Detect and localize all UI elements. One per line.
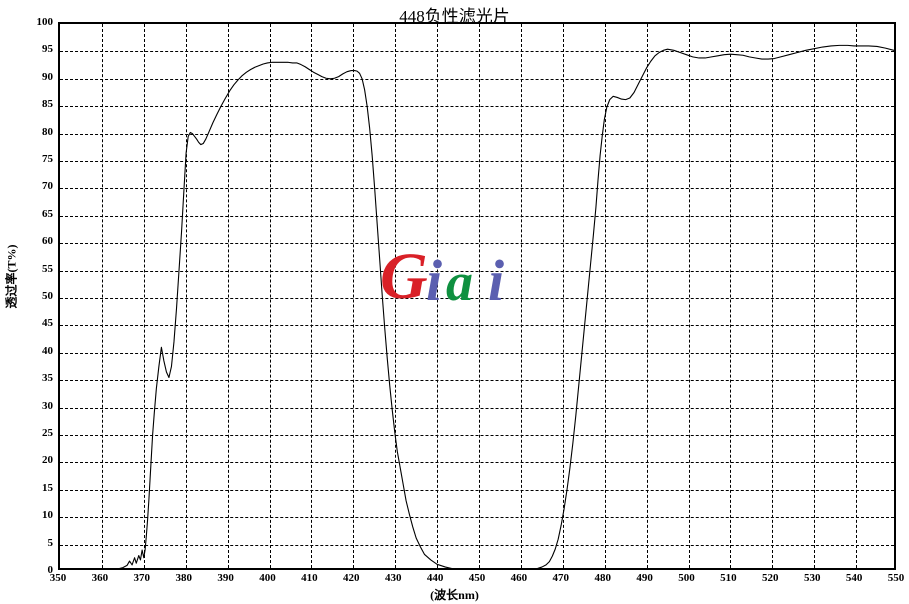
- gridline-horizontal: [60, 325, 894, 327]
- gridline-vertical: [520, 24, 522, 568]
- y-tick-label: 100: [36, 16, 54, 28]
- x-tick-label: 360: [91, 572, 109, 584]
- gridline-vertical: [814, 24, 816, 568]
- gridline-horizontal: [60, 407, 894, 409]
- gridline-vertical: [311, 24, 313, 568]
- plot-inner: [60, 24, 894, 568]
- y-tick-label: 60: [42, 235, 53, 248]
- x-tick-label: 490: [636, 572, 653, 584]
- gridline-vertical: [646, 24, 648, 568]
- x-tick-label: 390: [217, 572, 234, 584]
- x-tick-label: 520: [762, 572, 779, 584]
- gridline-vertical: [730, 24, 732, 568]
- y-tick-label: 35: [42, 372, 53, 385]
- gridline-vertical: [479, 24, 480, 568]
- gridline-horizontal: [60, 51, 894, 53]
- x-tick-label: 460: [510, 572, 528, 584]
- y-tick-label: 90: [42, 70, 53, 83]
- y-tick-label: 85: [42, 98, 53, 111]
- x-tick-label: 380: [175, 572, 192, 584]
- x-tick-label: 530: [803, 572, 821, 584]
- y-tick-label: 10: [42, 509, 53, 522]
- x-tick-label: 450: [468, 572, 486, 584]
- gridline-horizontal: [60, 133, 894, 135]
- gridline-vertical: [101, 24, 103, 568]
- x-tick-label: 430: [384, 572, 402, 584]
- gridline-horizontal: [60, 352, 894, 354]
- gridline-horizontal: [60, 78, 894, 80]
- x-tick-label: 420: [343, 572, 360, 584]
- x-tick-label: 550: [887, 572, 905, 584]
- x-tick-label: 400: [259, 572, 276, 584]
- y-tick-label: 95: [42, 43, 53, 56]
- gridline-horizontal: [60, 517, 894, 519]
- y-tick-label: 50: [42, 290, 53, 302]
- gridline-horizontal: [60, 270, 894, 272]
- gridline-horizontal: [60, 188, 894, 190]
- y-tick-label: 45: [42, 317, 53, 330]
- gridline-vertical: [185, 24, 187, 568]
- gridline-vertical: [562, 24, 564, 568]
- x-tick-label: 540: [845, 572, 863, 584]
- gridline-vertical: [604, 24, 606, 568]
- gridline-vertical: [143, 24, 145, 568]
- page-title: 448负性滤光片: [399, 7, 510, 26]
- gridline-horizontal: [60, 380, 894, 382]
- gridline-horizontal: [60, 243, 894, 245]
- plot-area: [58, 22, 896, 570]
- y-axis-tick-labels: 0 5 10 15 20 25 30 35 40 45 50 55 60 65 70 75 80 85 90 95 10…: [0, 17, 54, 576]
- x-axis-tick-labels: 350 360 370 380 390 400 410 420 430 440 450 460 470 4…: [50, 572, 905, 588]
- gridline-vertical: [395, 24, 397, 568]
- gridline-horizontal: [60, 161, 894, 162]
- gridline-horizontal: [60, 106, 894, 108]
- x-tick-label: 510: [720, 572, 737, 584]
- y-tick-label: 65: [42, 207, 53, 220]
- y-tick-label: 75: [42, 153, 53, 165]
- gridline-vertical: [772, 24, 774, 568]
- data-curve-svg: [119, 44, 894, 568]
- x-tick-label: 410: [301, 572, 318, 584]
- y-axis-title: 透过率(T%): [4, 244, 19, 309]
- y-tick-label: 0: [47, 564, 54, 576]
- x-axis-title: (波长nm): [430, 588, 479, 602]
- gridline-horizontal: [60, 462, 894, 464]
- gridline-horizontal: [60, 215, 894, 217]
- y-tick-label: 40: [42, 344, 53, 357]
- gridline-horizontal: [60, 298, 894, 299]
- gridline-horizontal: [60, 435, 894, 436]
- gridline-horizontal: [60, 489, 894, 491]
- y-tick-label: 80: [42, 125, 53, 138]
- gridline-vertical: [688, 24, 690, 568]
- x-tick-label: 370: [133, 572, 151, 584]
- x-tick-label: 470: [552, 572, 570, 584]
- y-tick-label: 15: [42, 481, 53, 494]
- y-tick-label: 25: [42, 427, 53, 439]
- transmittance-curve: [119, 44, 894, 568]
- y-tick-label: 70: [42, 180, 53, 193]
- gridline-vertical: [437, 24, 439, 568]
- y-tick-label: 5: [47, 536, 54, 549]
- gridline-vertical: [856, 24, 858, 568]
- y-tick-label: 20: [42, 454, 53, 467]
- y-tick-label: 55: [42, 262, 53, 275]
- x-tick-label: 350: [49, 572, 67, 584]
- gridline-horizontal: [60, 544, 894, 546]
- x-tick-label: 480: [594, 572, 611, 584]
- y-tick-label: 30: [42, 399, 53, 412]
- x-tick-label: 440: [426, 572, 444, 584]
- gridline-vertical: [269, 24, 271, 568]
- gridline-vertical: [353, 24, 355, 568]
- x-tick-label: 500: [678, 572, 695, 584]
- gridline-vertical: [227, 24, 229, 568]
